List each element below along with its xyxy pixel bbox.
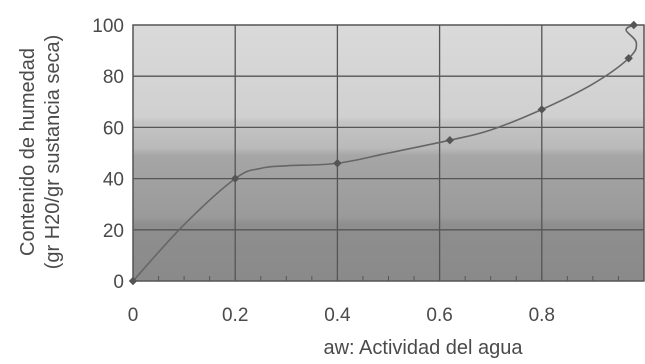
x-axis-label: aw: Actividad del agua (323, 337, 523, 359)
data-point-marker (629, 20, 638, 30)
plot-area-frame (132, 24, 645, 282)
x-tick-label: 0.4 (324, 305, 351, 326)
x-tick-label: 0 (128, 305, 139, 326)
grid-lines (133, 25, 644, 281)
y-tick-label: 20 (103, 221, 124, 242)
y-tick-label: 100 (92, 16, 124, 37)
data-point-marker (231, 174, 240, 183)
x-tick-label: 0.2 (222, 305, 248, 326)
y-tick-label: 40 (103, 170, 124, 191)
x-tick-label: 0.6 (426, 305, 452, 326)
y-axis-label-line1: Contenido de humedad (17, 48, 39, 256)
y-axis-label-line2: (gr H20/gr sustancia seca) (42, 35, 64, 270)
data-point-marker (333, 159, 342, 168)
y-tick-label: 0 (113, 272, 124, 293)
y-tick-labels: 0 20 40 60 80 100 (92, 16, 124, 293)
data-point-marker (624, 54, 633, 63)
data-point-marker (445, 136, 455, 145)
y-tick-label: 80 (103, 67, 124, 88)
data-point-marker (128, 276, 138, 286)
data-point-marker (537, 105, 546, 114)
x-tick-label: 0.8 (529, 305, 555, 326)
y-tick-label: 60 (103, 118, 124, 139)
x-tick-labels: 0 0.2 0.4 0.6 0.8 (128, 305, 555, 326)
data-markers (128, 20, 638, 286)
